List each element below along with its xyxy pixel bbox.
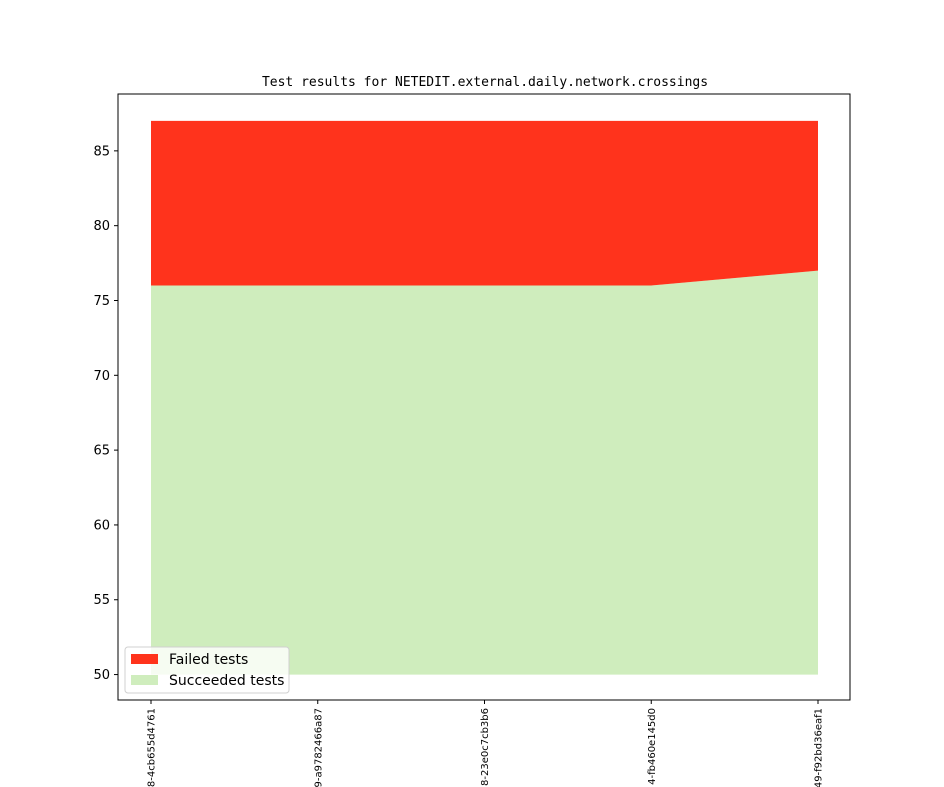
x-tick-label: 9-a9782466a87 xyxy=(313,708,324,787)
y-tick-label: 65 xyxy=(93,444,110,459)
x-tick-label: 8-4cb655d4761 xyxy=(147,708,158,787)
chart-title: Test results for NETEDIT.external.daily.… xyxy=(262,75,708,90)
x-tick-label: 49-f92bd36eaf1 xyxy=(814,708,825,787)
legend-label: Succeeded tests xyxy=(169,673,284,689)
y-tick-label: 50 xyxy=(93,668,110,683)
axes: 50 55 60 65 70 75 80 85 8-4cb655d4761 9-a9782466a… xyxy=(93,93,851,787)
y-tick-label: 60 xyxy=(93,518,110,533)
legend-swatch xyxy=(131,654,158,664)
y-tick-label: 70 xyxy=(93,369,110,384)
x-tick-label: 4-fb460e145d0 xyxy=(647,708,658,785)
y-tick-label: 75 xyxy=(93,294,110,309)
y-tick-label: 80 xyxy=(93,219,110,234)
y-tick-label: 55 xyxy=(93,593,110,608)
legend-swatch xyxy=(131,675,158,685)
legend: Failed tests Succeeded tests xyxy=(124,646,290,694)
legend-label: Failed tests xyxy=(169,652,248,668)
plot-area xyxy=(151,120,818,675)
x-tick-label: 8-23e0c7cb3b6 xyxy=(480,708,491,786)
area-failed-tests xyxy=(151,120,818,286)
y-tick-label: 85 xyxy=(93,144,110,159)
area-succeeded-tests xyxy=(151,270,818,675)
legend-box xyxy=(124,646,290,694)
